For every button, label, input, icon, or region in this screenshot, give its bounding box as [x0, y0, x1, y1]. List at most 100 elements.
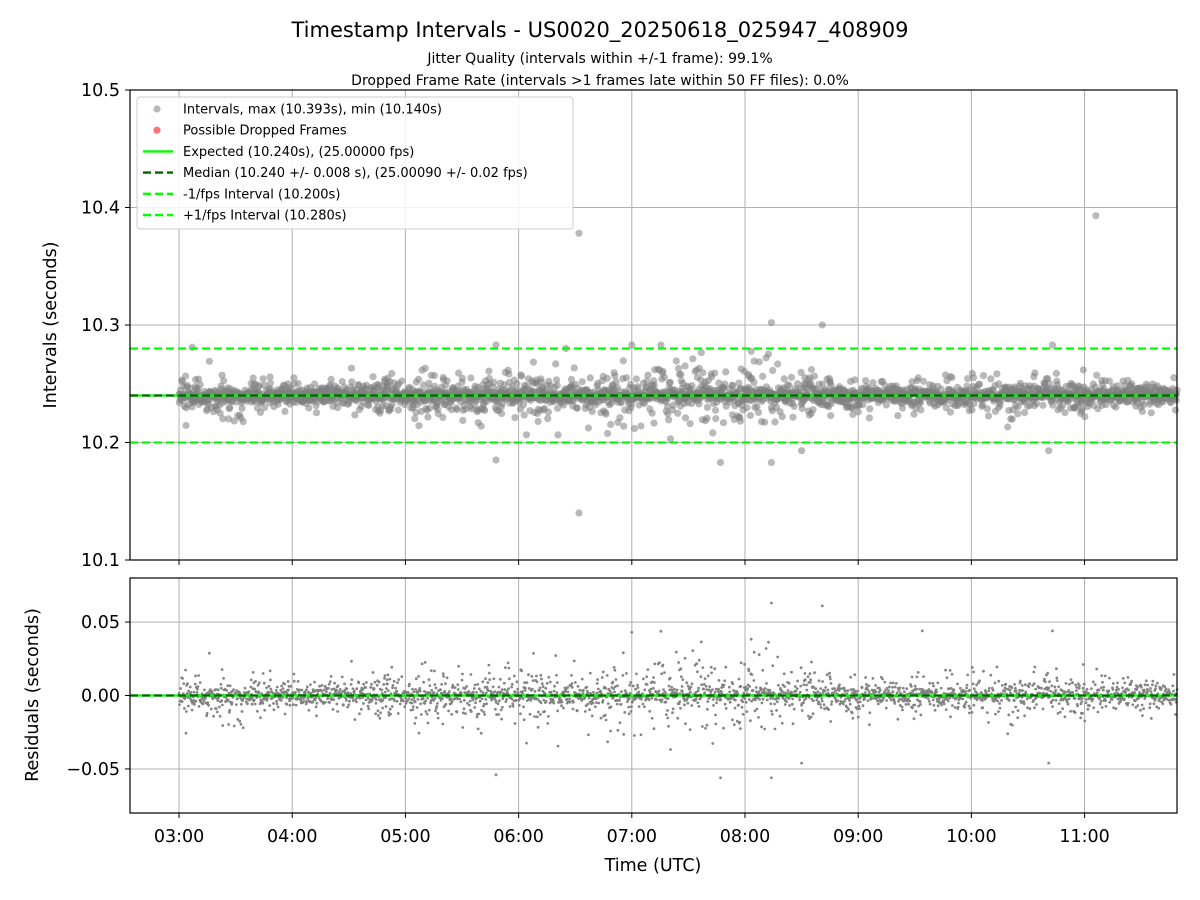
residual-point — [864, 676, 867, 679]
residual-point — [192, 690, 196, 694]
residual-point — [383, 676, 386, 680]
residual-point — [834, 689, 837, 693]
residual-point — [972, 670, 975, 674]
interval-point — [1140, 401, 1148, 409]
residual-point — [268, 669, 272, 673]
residual-point — [717, 687, 720, 691]
residual-point — [390, 665, 394, 669]
residual-point — [375, 698, 378, 701]
residual-point — [535, 680, 539, 684]
residual-point — [799, 684, 803, 688]
residual-point — [543, 710, 546, 713]
residual-point — [997, 710, 1000, 713]
residual-point — [546, 722, 550, 725]
residual-point — [474, 701, 477, 705]
residual-point — [209, 707, 213, 711]
interval-outlier-point — [188, 343, 196, 351]
residual-point — [825, 673, 829, 677]
interval-point — [916, 399, 925, 407]
residual-point — [660, 672, 664, 676]
residual-point — [511, 702, 515, 706]
residual-point — [234, 703, 238, 706]
residual-point — [690, 704, 694, 707]
residual-point — [898, 697, 901, 701]
residual-point — [634, 696, 638, 700]
residual-point — [625, 672, 628, 675]
residual-point — [256, 709, 259, 713]
residual-point — [900, 705, 904, 709]
interval-point — [666, 378, 674, 386]
residual-point — [735, 690, 739, 693]
residual-point — [987, 689, 991, 693]
residual-point — [731, 718, 734, 722]
residual-point — [905, 687, 909, 691]
residual-point — [720, 692, 724, 695]
residual-point — [257, 691, 261, 695]
residual-point — [247, 690, 251, 694]
residual-point — [1027, 685, 1031, 689]
residual-point — [931, 681, 935, 685]
residual-point — [777, 683, 780, 687]
residual-point — [179, 687, 183, 690]
residual-point — [556, 709, 559, 713]
residual-point — [254, 679, 257, 683]
residual-point — [849, 688, 853, 691]
residual-point — [898, 686, 902, 690]
residual-point — [824, 686, 828, 689]
interval-point — [993, 370, 1001, 378]
residual-point — [309, 692, 313, 695]
residual-point — [853, 691, 857, 694]
residual-point — [529, 696, 532, 700]
residual-point — [650, 716, 654, 720]
residual-point — [373, 680, 377, 684]
residual-point — [933, 708, 937, 712]
residual-point — [1014, 705, 1018, 709]
residual-point — [916, 671, 920, 674]
residual-point — [716, 690, 720, 693]
residual-point — [1022, 702, 1026, 706]
residual-point — [739, 727, 742, 730]
residual-point — [256, 683, 260, 687]
residual-point — [428, 708, 431, 712]
interval-point — [659, 367, 667, 375]
residual-point — [568, 697, 571, 701]
residual-point — [1057, 685, 1061, 689]
residual-point — [1054, 698, 1058, 702]
residual-point — [440, 692, 444, 695]
residual-point — [304, 702, 308, 706]
residual-point — [622, 733, 626, 736]
residual-point — [641, 677, 645, 681]
interval-point — [632, 375, 641, 383]
residual-point — [288, 699, 291, 703]
residual-point — [1033, 706, 1036, 710]
residual-point — [181, 677, 184, 680]
residual-point — [683, 656, 687, 660]
residual-point — [265, 698, 269, 702]
residual-point — [743, 697, 747, 700]
interval-point — [657, 341, 665, 349]
interval-point — [218, 371, 226, 379]
interval-point — [630, 424, 639, 433]
residual-point — [224, 696, 228, 699]
residual-point — [1043, 677, 1046, 681]
chart-subtitle-dropped: Dropped Frame Rate (intervals >1 frames … — [351, 73, 849, 89]
residual-point — [253, 687, 257, 691]
residual-point — [536, 697, 540, 701]
residual-point — [963, 702, 967, 706]
residual-point — [253, 702, 257, 706]
residual-point — [650, 696, 654, 700]
residual-point — [1066, 702, 1070, 706]
residual-point — [1016, 716, 1020, 720]
residual-point — [679, 675, 683, 679]
residual-point — [383, 674, 387, 677]
interval-point — [467, 374, 475, 382]
residual-point — [487, 663, 491, 667]
residual-point — [820, 699, 824, 703]
residual-point — [919, 703, 922, 706]
residual-point — [819, 687, 823, 690]
interval-point — [411, 415, 419, 423]
residual-point — [966, 673, 970, 677]
residual-point — [401, 699, 405, 703]
residual-point — [350, 659, 353, 663]
residual-point — [300, 696, 303, 700]
